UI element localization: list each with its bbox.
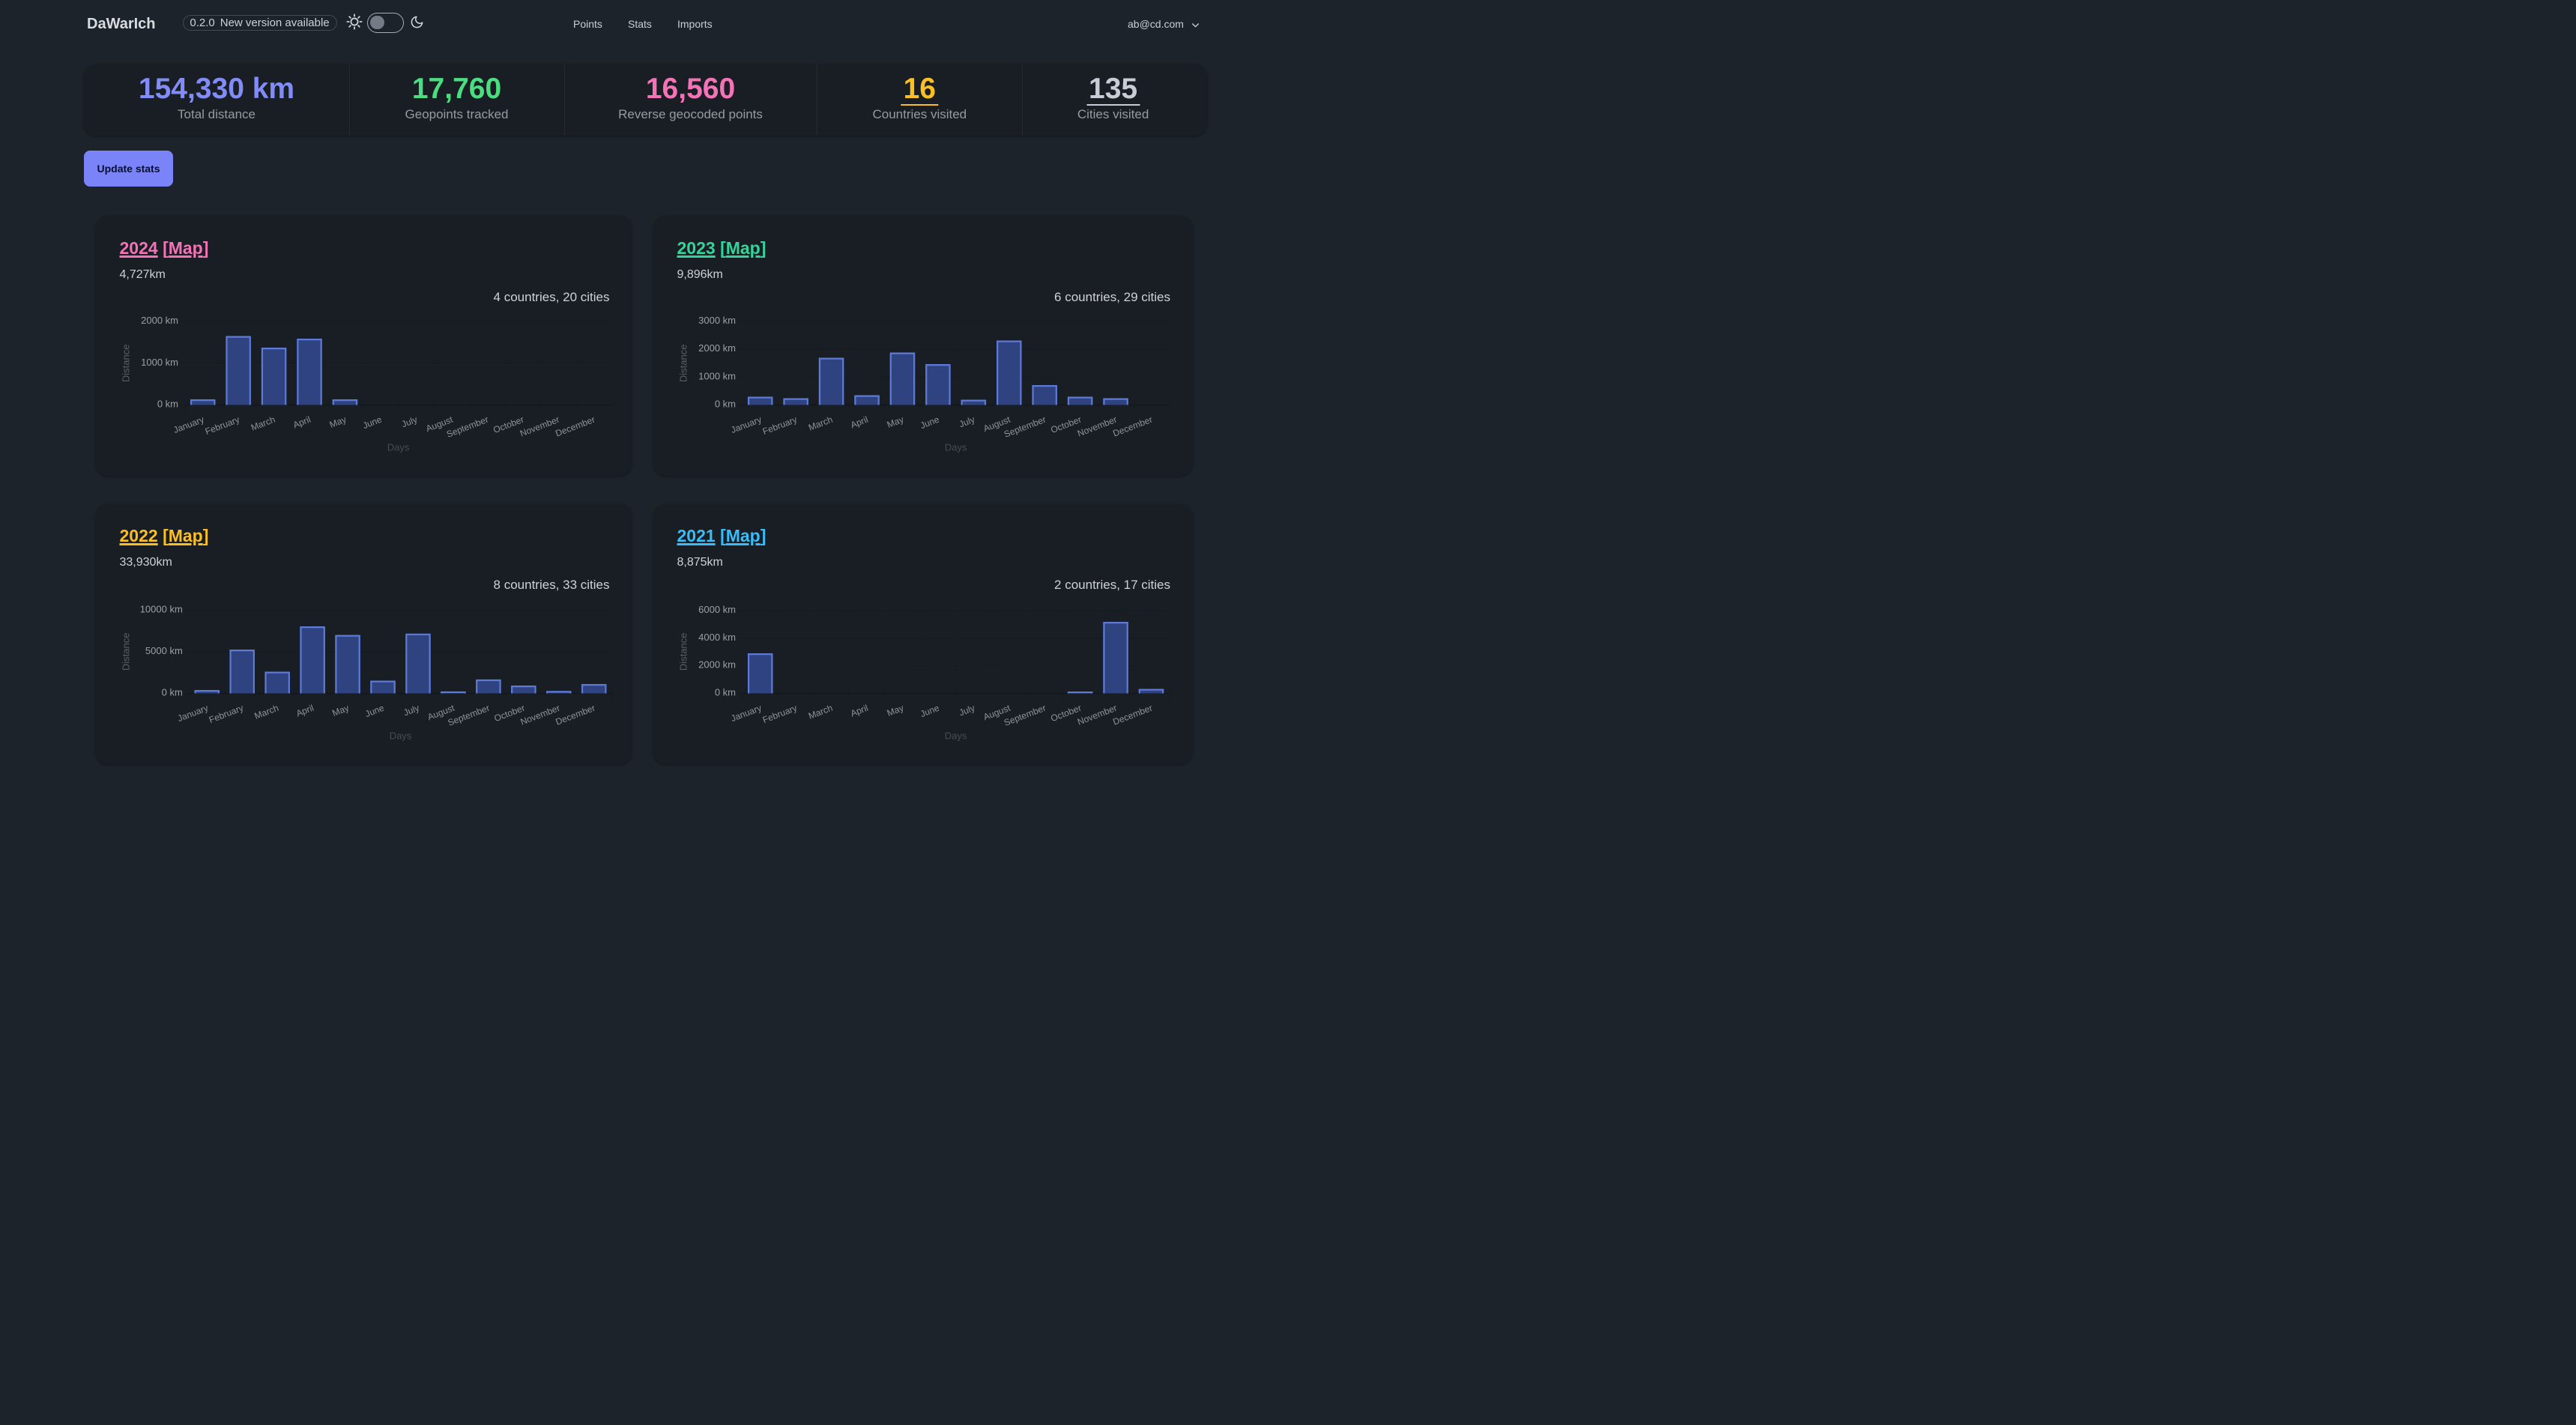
svg-text:December: December xyxy=(554,414,596,439)
svg-text:May: May xyxy=(330,702,350,718)
svg-text:10000 km: 10000 km xyxy=(139,603,182,614)
svg-text:November: November xyxy=(1075,414,1118,439)
svg-text:February: February xyxy=(761,702,798,724)
svg-text:June: June xyxy=(363,702,386,719)
svg-text:March: March xyxy=(250,414,276,433)
svg-text:Days: Days xyxy=(389,730,411,741)
svg-text:May: May xyxy=(885,702,904,718)
svg-text:0 km: 0 km xyxy=(714,686,735,698)
svg-text:April: April xyxy=(294,702,315,718)
svg-text:May: May xyxy=(327,414,347,430)
svg-text:0 km: 0 km xyxy=(157,399,178,410)
svg-text:3000 km: 3000 km xyxy=(698,315,736,326)
svg-text:Days: Days xyxy=(387,442,409,453)
svg-text:1000 km: 1000 km xyxy=(141,357,178,368)
svg-text:November: November xyxy=(518,414,560,439)
svg-text:May: May xyxy=(885,414,904,430)
svg-text:April: April xyxy=(849,414,869,431)
svg-text:6000 km: 6000 km xyxy=(698,604,736,615)
svg-text:February: February xyxy=(207,702,244,724)
svg-text:November: November xyxy=(1075,702,1118,727)
svg-text:June: June xyxy=(919,414,941,432)
svg-text:December: December xyxy=(1111,702,1154,727)
svg-text:Distance: Distance xyxy=(120,632,131,671)
svg-text:March: March xyxy=(807,702,834,721)
svg-text:0 km: 0 km xyxy=(161,686,182,698)
svg-text:February: February xyxy=(761,414,798,437)
svg-text:July: July xyxy=(399,414,418,430)
svg-text:Distance: Distance xyxy=(677,632,689,671)
svg-text:July: July xyxy=(957,414,976,430)
svg-text:November: November xyxy=(518,702,561,727)
svg-text:Days: Days xyxy=(944,730,967,741)
svg-text:July: July xyxy=(402,702,420,718)
svg-text:0 km: 0 km xyxy=(714,399,735,410)
svg-text:Days: Days xyxy=(944,442,967,453)
svg-text:2000 km: 2000 km xyxy=(141,315,178,326)
svg-text:January: January xyxy=(175,702,209,723)
svg-text:December: December xyxy=(554,702,596,727)
svg-text:January: January xyxy=(729,414,763,435)
svg-text:April: April xyxy=(849,702,869,718)
svg-text:4000 km: 4000 km xyxy=(698,631,736,642)
svg-text:February: February xyxy=(203,414,241,437)
svg-text:January: January xyxy=(172,414,205,435)
svg-text:5000 km: 5000 km xyxy=(145,645,182,656)
svg-text:July: July xyxy=(957,702,976,718)
svg-text:2000 km: 2000 km xyxy=(698,659,736,670)
svg-text:1000 km: 1000 km xyxy=(698,370,736,381)
svg-text:Distance: Distance xyxy=(677,345,689,383)
svg-text:Distance: Distance xyxy=(120,345,131,383)
svg-text:June: June xyxy=(361,414,384,432)
svg-text:2000 km: 2000 km xyxy=(698,342,736,354)
svg-text:December: December xyxy=(1111,414,1154,439)
svg-text:March: March xyxy=(253,702,279,721)
svg-text:January: January xyxy=(729,702,763,723)
svg-text:March: March xyxy=(807,414,834,433)
svg-text:June: June xyxy=(919,702,941,719)
svg-text:April: April xyxy=(291,414,312,431)
